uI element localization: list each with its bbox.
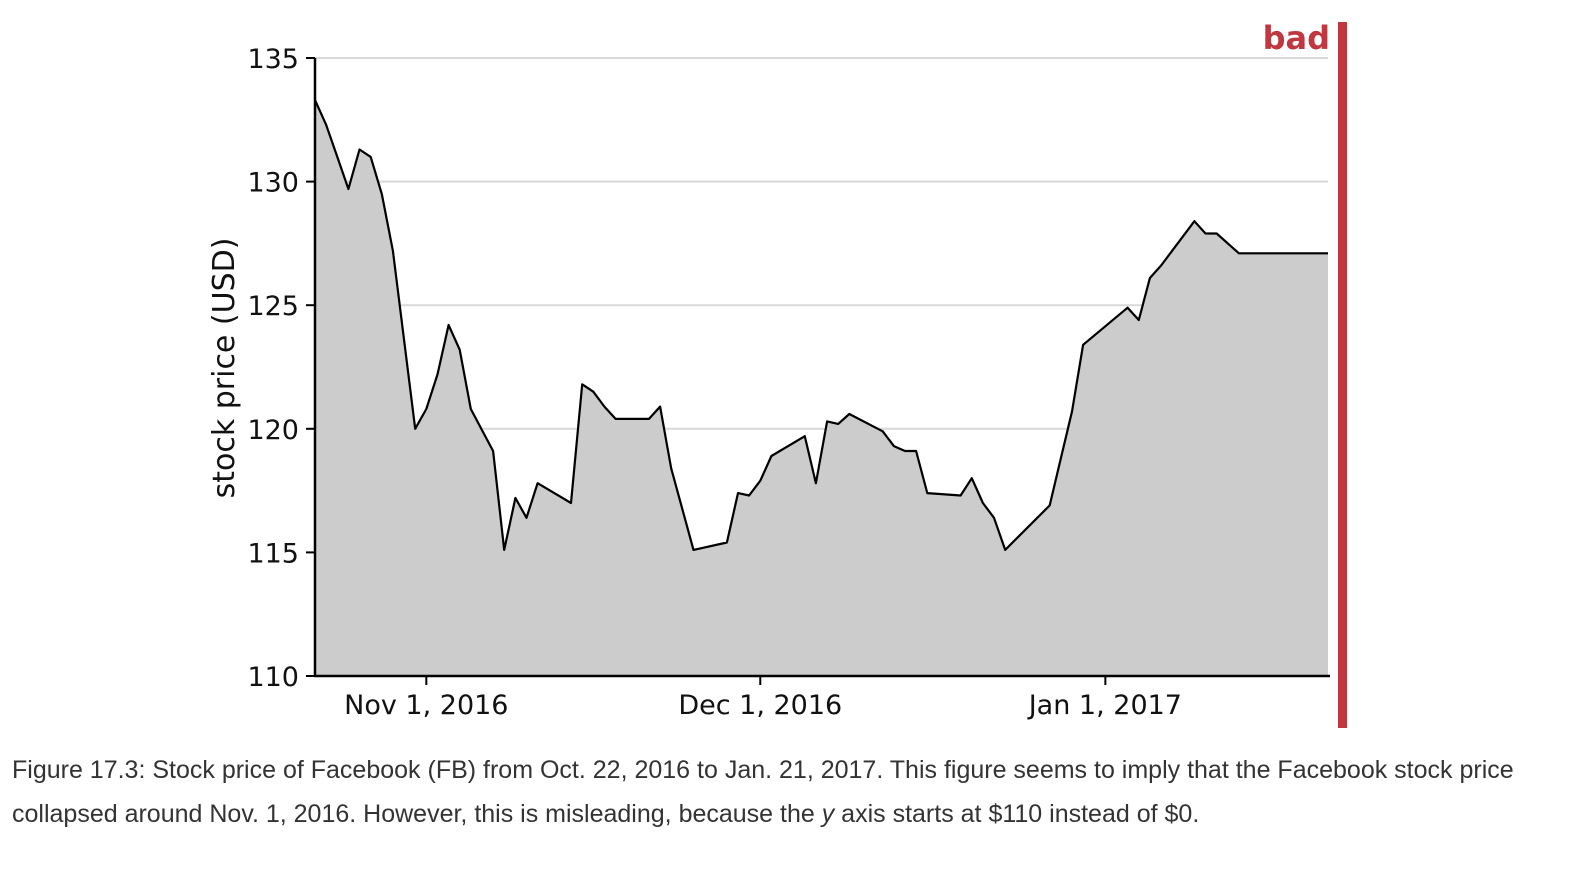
bad-label: bad [1263, 19, 1330, 57]
y-tick-label: 125 [247, 291, 299, 322]
y-tick-label: 130 [247, 168, 299, 199]
x-tick-label: Dec 1, 2016 [678, 690, 842, 721]
figure-caption: Figure 17.3: Stock price of Facebook (FB… [12, 748, 1552, 836]
bad-indicator-bar [1338, 22, 1347, 728]
caption-text-2: axis starts at $110 instead of $0. [834, 800, 1200, 828]
y-tick-label: 120 [247, 415, 299, 446]
y-tick-label: 135 [247, 44, 299, 75]
x-tick-label: Jan 1, 2017 [1027, 690, 1182, 721]
stock-price-chart: 110 115 120 125 130 135 Nov 1, 2016 Dec 1, 201… [207, 19, 1347, 728]
caption-italic: y [821, 800, 835, 828]
price-area-fill [315, 100, 1328, 676]
x-ticks: Nov 1, 2016 Dec 1, 2016 Jan 1, 2017 [344, 676, 1182, 721]
y-ticks: 110 115 120 125 130 135 [247, 44, 315, 693]
price-line [313, 99, 1328, 551]
x-tick-label: Nov 1, 2016 [344, 690, 508, 721]
y-axis-title: stock price (USD) [207, 238, 242, 499]
caption-text-1: Figure 17.3: Stock price of Facebook (FB… [12, 756, 1514, 828]
y-tick-label: 110 [247, 662, 299, 693]
y-tick-label: 115 [247, 538, 299, 569]
